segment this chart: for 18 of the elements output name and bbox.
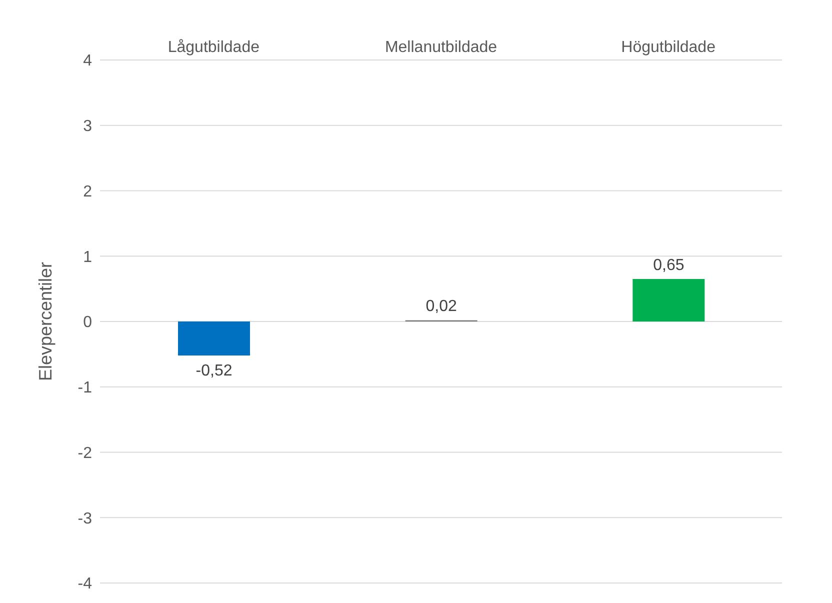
y-tick-label: 1: [83, 248, 92, 266]
y-tick-label: 0: [83, 314, 92, 332]
y-tick-label: 4: [83, 52, 92, 70]
x-tick-label: Mellanutbildade: [384, 39, 498, 56]
y-tick-label: -2: [78, 444, 92, 462]
y-axis-title: Elevpercentiler: [35, 262, 56, 382]
y-tick-label: -4: [78, 576, 92, 593]
y-tick-label: 3: [83, 118, 92, 136]
x-tick-label: Högutbildade: [621, 39, 716, 56]
y-tick-label: -1: [78, 380, 92, 397]
data-label: -0,52: [196, 362, 232, 380]
y-tick-label: -3: [78, 510, 92, 528]
data-label: 0,65: [653, 257, 684, 274]
bar: [632, 279, 705, 322]
bar: [178, 322, 250, 356]
y-tick-label: 2: [83, 183, 92, 200]
x-tick-label: Lågutbildade: [168, 39, 260, 56]
data-label: 0,02: [426, 298, 458, 316]
